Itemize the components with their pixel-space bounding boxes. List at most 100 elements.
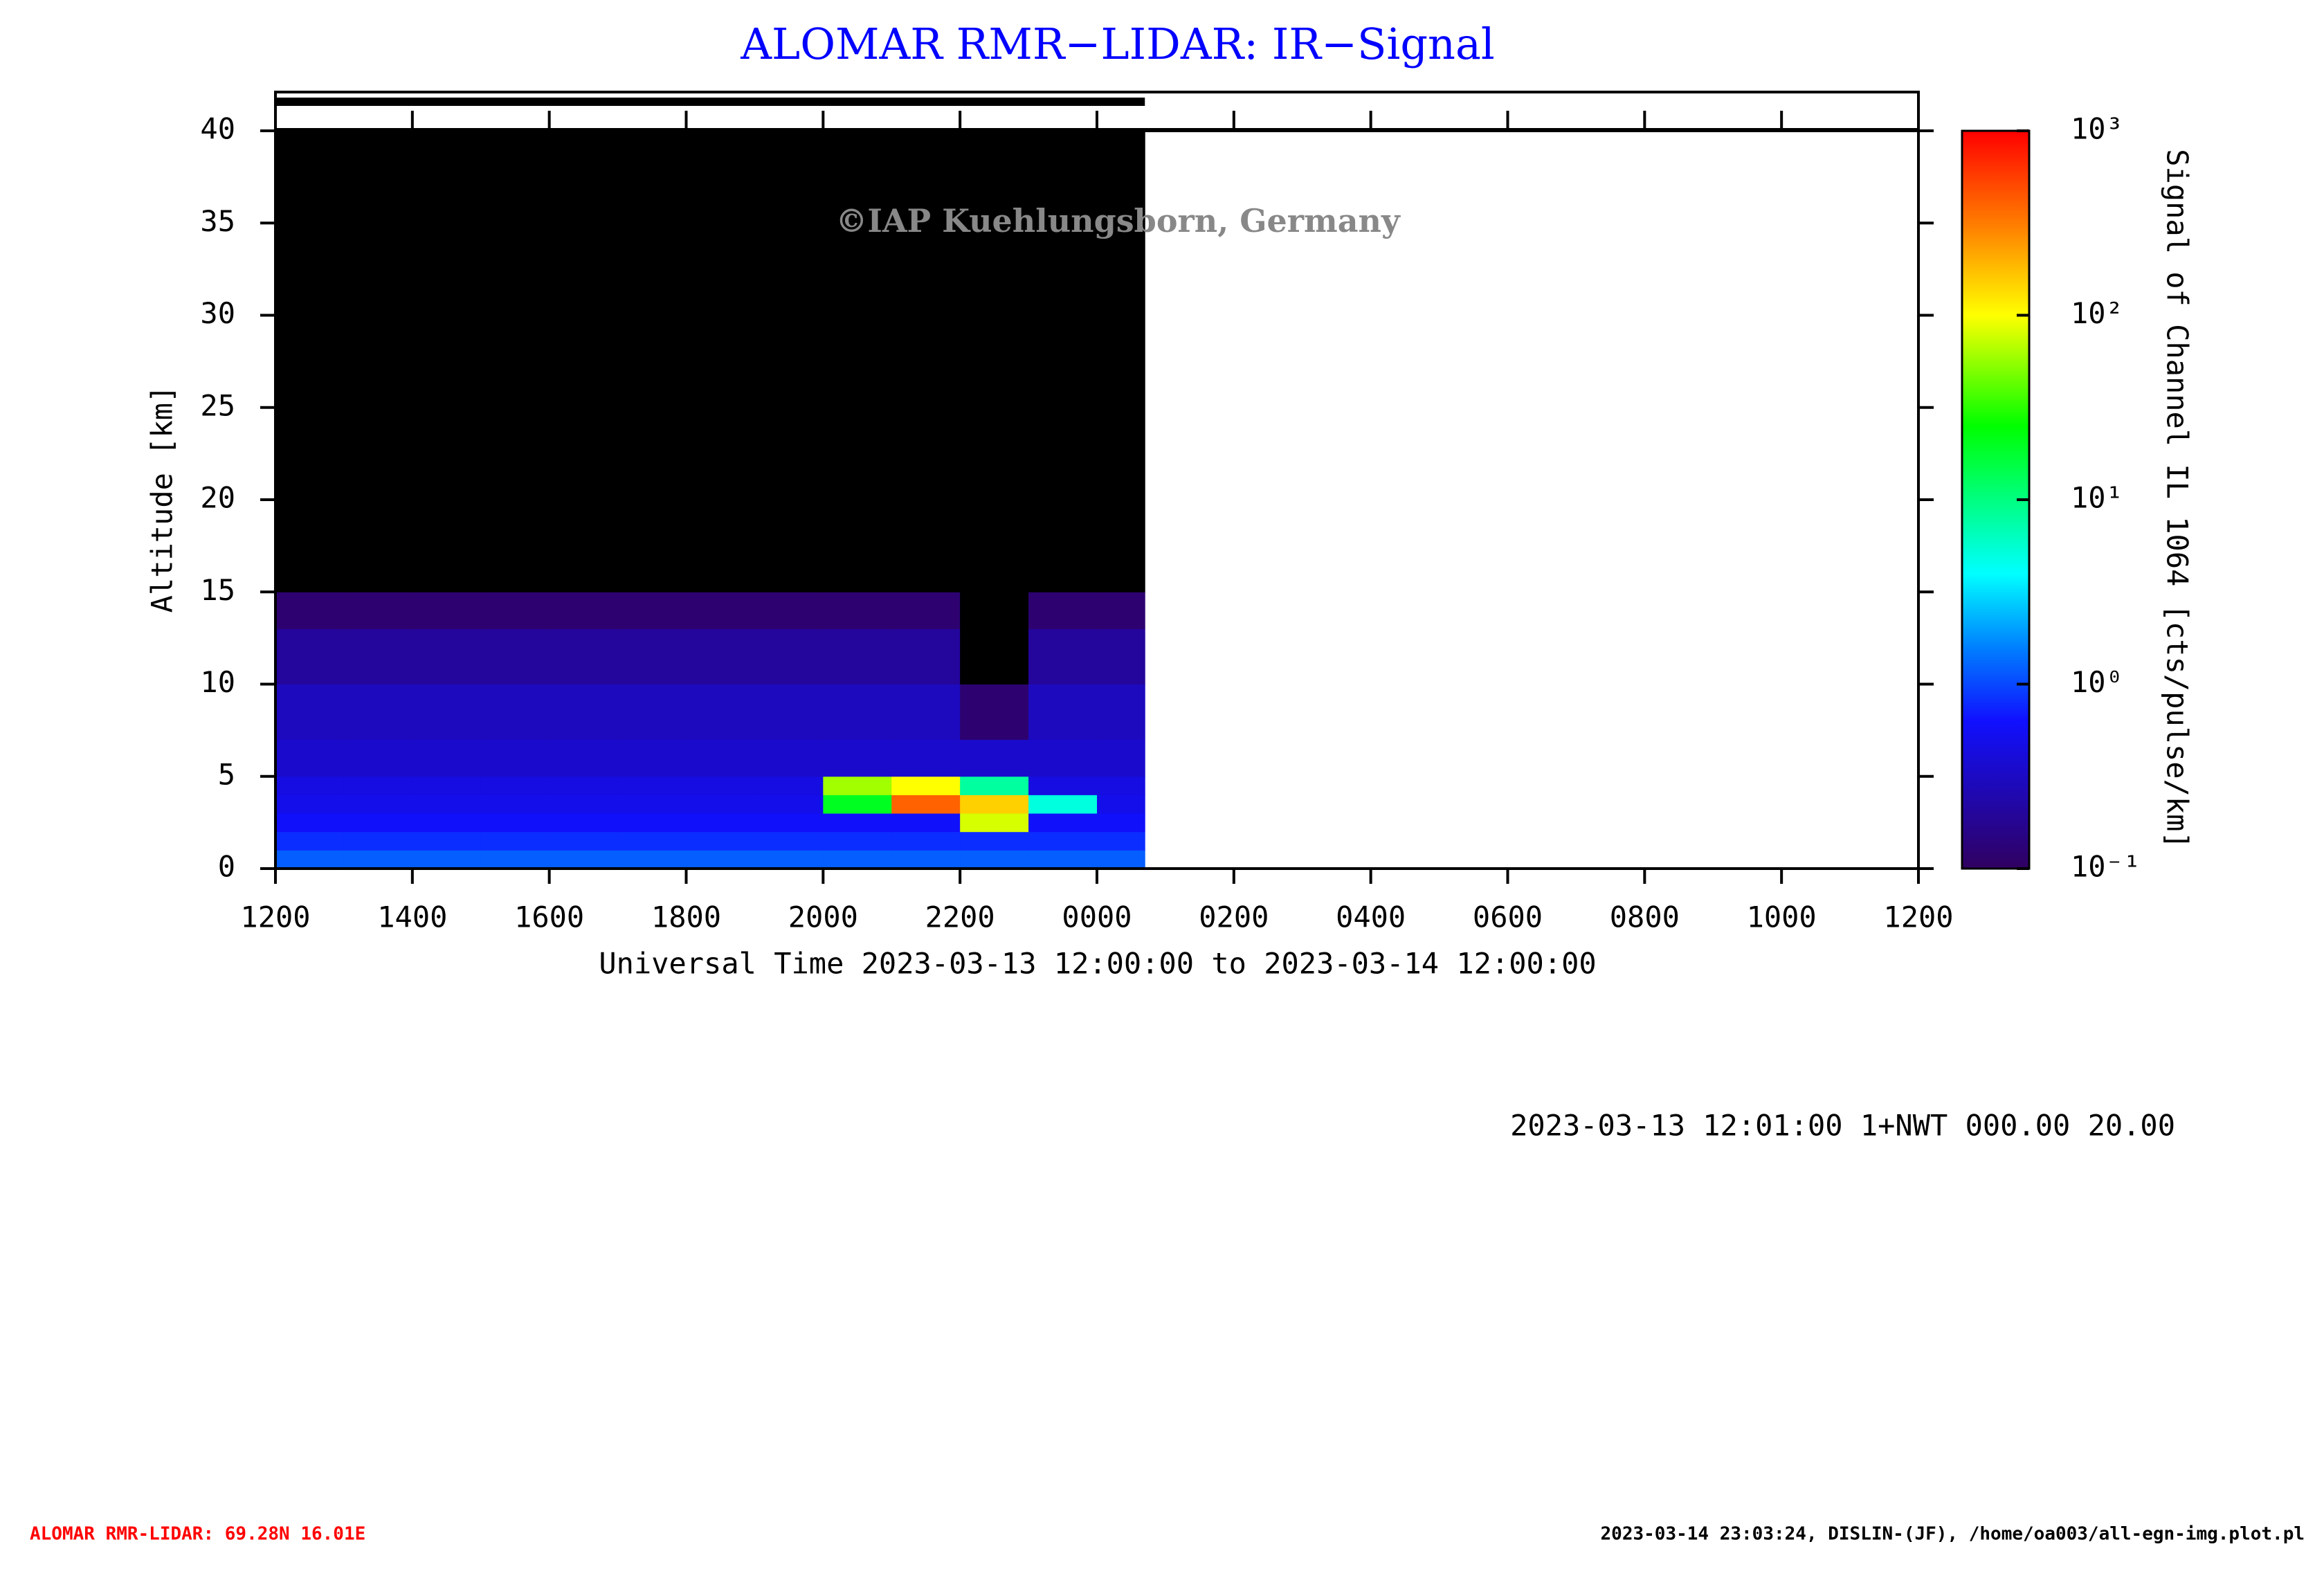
heatmap-cell [891,850,961,869]
heatmap-cell [412,831,482,851]
y-tick-label: 0 [218,850,235,884]
heatmap-cell [1028,850,1098,869]
heatmap-cell [343,776,413,795]
heatmap-cell [480,628,550,684]
heatmap-cell [891,131,961,592]
heatmap-cell [960,795,1029,814]
heatmap-cell [412,795,482,814]
footer-left: ALOMAR RMR-LIDAR: 69.28N 16.01E [30,1524,365,1545]
heatmap-cell [617,813,687,833]
heatmap-cell [1097,795,1145,814]
heatmap-cell [686,739,755,777]
heatmap-cell [686,850,755,869]
heatmap-cell [823,850,892,869]
x-tick-label: 0200 [1199,900,1269,934]
heatmap-cell [960,776,1029,795]
heatmap-cell [412,776,482,795]
y-tick-label: 15 [200,573,235,607]
heatmap-cell [275,831,345,851]
heatmap-cell [754,592,824,630]
heatmap-cell [1028,795,1098,814]
x-tick-label: 1200 [1883,900,1953,934]
heatmap-cell [480,831,550,851]
heatmap-cell [412,684,482,740]
heatmap-cell [617,795,687,814]
heatmap-cell [480,776,550,795]
heatmap-cell [343,684,413,740]
heatmap-cell [1028,592,1098,630]
watermark: ©IAP Kuehlungsborn, Germany [835,202,1401,239]
heatmap-cell [754,684,824,740]
heatmap-cell [1028,739,1098,777]
heatmap-cell [549,850,619,869]
heatmap-cell [275,813,345,833]
x-tick-label: 0000 [1062,900,1132,934]
heatmap-cell [343,850,413,869]
heatmap-cell [891,831,961,851]
heatmap-cell [686,813,755,833]
y-tick-label: 40 [200,112,235,146]
heatmap-cell [1028,131,1098,592]
heatmap-cell [754,831,824,851]
heatmap-cell [960,592,1029,630]
heatmap-cell [823,131,892,592]
x-tick-label: 2200 [925,900,995,934]
heatmap-cell [343,831,413,851]
heatmap-cell [823,592,892,630]
y-tick-label: 35 [200,204,235,238]
heatmap-cell [754,131,824,592]
y-tick-label: 10 [200,665,235,699]
heatmap-cell [617,831,687,851]
heatmap-cell [960,131,1029,592]
x-tick-label: 1200 [240,900,310,934]
heatmap-cell [343,131,413,592]
heatmap-cell [823,628,892,684]
heatmap-cell [549,795,619,814]
heatmap-cell [617,684,687,740]
heatmap-cell [275,795,345,814]
heatmap-cell [686,795,755,814]
heatmap-cell [1028,831,1098,851]
heatmap-cell [412,850,482,869]
heatmap-cell [754,813,824,833]
colorbar-tick-label: 10⁰ [2071,665,2123,699]
heatmap-cell [823,813,892,833]
heatmap-cell [549,592,619,630]
heatmap-cell [480,795,550,814]
heatmap-cell [343,813,413,833]
heatmap-cell [960,831,1029,851]
heatmap-cell [549,831,619,851]
footer-right: 2023-03-14 23:03:24, DISLIN-(JF), /home/… [1601,1524,2305,1545]
colorbar-tick-label: 10¹ [2071,481,2123,515]
heatmap-cell [343,592,413,630]
heatmap-cell [412,813,482,833]
x-tick-label: 1600 [514,900,584,934]
heatmap-cell [686,831,755,851]
heatmap-cell [823,831,892,851]
heatmap-cell [891,684,961,740]
heatmap-cell [960,739,1029,777]
heatmap-cell [1097,813,1145,833]
heatmap-cell [480,850,550,869]
y-tick-label: 5 [218,757,235,791]
heatmap-cell [549,776,619,795]
heatmap-cell [480,739,550,777]
y-axis-label: Altitude [km] [145,386,179,613]
colorbar-tick-label: 10⁻¹ [2071,850,2141,884]
heatmap-cell [275,739,345,777]
heatmap-cell [1097,850,1145,869]
heatmap-cell [1028,776,1098,795]
heatmap-cell [823,795,892,814]
heatmap-cell [891,739,961,777]
colorbar-tick-label: 10² [2071,296,2123,330]
heatmap-cell [412,131,482,592]
heatmap-cell [686,131,755,592]
y-tick-label: 25 [200,388,235,422]
heatmap-cell [412,628,482,684]
heatmap-cell [891,592,961,630]
heatmap-cell [617,739,687,777]
heatmap-cell [549,628,619,684]
y-tick-label: 20 [200,481,235,515]
heatmap-cell [1097,831,1145,851]
